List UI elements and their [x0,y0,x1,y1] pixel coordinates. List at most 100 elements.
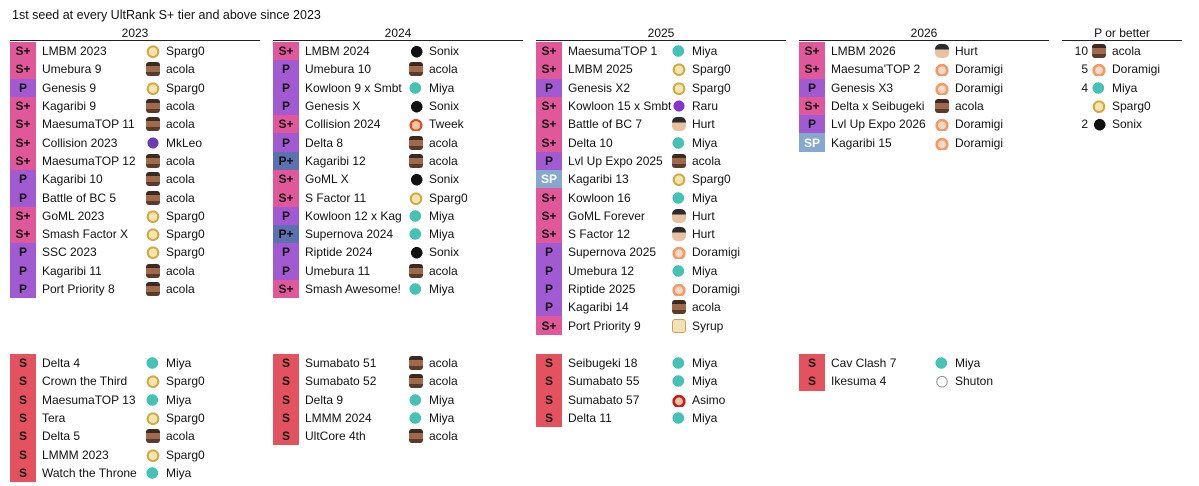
event-row: P Kagaribi 10 acola [10,170,260,189]
acola-icon [146,263,160,278]
tier-badge: S+ [536,188,562,207]
miya-icon [1092,80,1106,95]
event-name: LMBM 2026 [831,44,896,59]
asimo-icon [672,392,686,407]
player-cell: Sonix [409,172,459,187]
event-name: Kowloon 9 x Smbt [305,80,402,95]
spargo-icon [146,208,160,223]
player-cell: Miya [409,208,454,223]
year-column-2023: 2023 S+ LMBM 2023 Sparg0 S+ Umebura 9 acola P G… [10,27,260,483]
s-tier-list: S Seibugeki 18 Miya S Sumabato 55 Miya S Sumaba… [536,354,786,428]
player-cell: Miya [409,80,454,95]
player-name: Sparg0 [166,245,205,260]
summary-row: 5 Doramigi [1062,60,1182,78]
event-row: S+ Collision 2023 MkLeo [10,133,260,152]
top-tier-list: S+ LMBM 2024 Sonix P Umebura 10 acola P Kowloon… [273,42,523,299]
player-cell: Miya [672,263,718,278]
event-row: S+ Kagaribi 9 acola [10,96,260,116]
acola-icon [146,99,160,114]
player-cell: acola [409,429,458,444]
event-row: S Delta 11 Miya [536,408,786,428]
miya-icon [146,356,160,371]
player-cell: Doramigi [935,62,1003,77]
player-name: Sparg0 [166,44,205,59]
doramigi-icon [935,62,949,77]
player-name: Miya [429,411,455,426]
year-header: 2023 [10,27,260,41]
tier-badge: S+ [799,60,825,79]
summary-count: 4 [1081,80,1088,95]
event-name: Battle of BC 5 [42,190,117,205]
event-name: Port Priority 9 [568,318,641,333]
player-cell: Doramigi [935,117,1003,132]
player-name: acola [429,429,458,444]
player-cell: Miya [409,411,455,426]
player-cell: Sparg0 [672,172,731,187]
player-cell: Miya [672,44,717,59]
tier-badge: P [273,243,299,262]
player-name: Sonix [429,44,460,59]
event-name: Genesis X2 [568,80,631,95]
event-name: GoML X [305,172,349,187]
tier-badge: S+ [273,42,299,61]
tier-badge: S [273,354,299,373]
event-name: Crown the Third [42,374,128,389]
event-name: Lvl Up Expo 2026 [831,117,926,132]
hurt-icon [672,227,686,242]
player-cell: Miya [409,227,454,242]
event-row: P+ Kagaribi 12 acola [273,151,523,171]
year-column-2024: 2024 S+ LMBM 2024 Sonix P Umebura 10 acola P Ko… [273,27,523,446]
miya-icon [409,80,423,95]
player-cell: acola [409,62,458,77]
event-row: S LMMM 2023 Sparg0 [10,445,260,464]
miya-icon [409,392,423,407]
doramigi-icon [672,282,686,296]
player-name: acola [692,153,721,168]
player-name: Miya [429,392,455,407]
acola-icon [146,117,160,132]
event-name: LMBM 2024 [305,44,370,59]
event-row: S Ikesuma 4 Shuton [799,372,1049,391]
player-name: Doramigi [692,245,741,260]
acola-icon [146,153,160,168]
event-row: P Umebura 11 acola [273,261,523,280]
tier-badge: S [10,463,36,483]
tier-badge: P [536,279,562,299]
acola-icon [146,429,160,444]
player-cell: acola [146,99,195,114]
summary-row: 2 Sonix [1062,115,1182,133]
event-row: S Crown the Third Sparg0 [10,372,260,391]
tier-badge: S+ [273,188,299,207]
spargo-icon [146,80,160,95]
top-tier-list: S+ LMBM 2026 Hurt S+ Maesuma'TOP 2 Doramigi P G… [799,42,1049,152]
top-tier-list: S+ LMBM 2023 Sparg0 S+ Umebura 9 acola P Genesi… [10,42,260,299]
player-name: acola [429,135,458,150]
tier-badge: P [536,261,562,280]
event-name: Kagaribi 11 [42,263,102,278]
doramigi-icon [1092,62,1106,77]
acola-icon [409,356,423,371]
acola-icon [672,300,686,315]
event-row: P Umebura 12 Miya [536,261,786,280]
player-cell: acola [146,190,195,205]
event-name: Kagaribi 10 [42,172,103,187]
tier-badge: S+ [536,115,562,134]
tier-badge: S+ [799,96,825,116]
event-name: SSC 2023 [42,245,97,260]
tier-badge: P [10,78,36,97]
event-name: Port Priority 8 [42,282,115,296]
player-name: Miya [692,263,718,278]
player-name: Sparg0 [692,172,731,187]
event-name: Smash Awesome! [305,282,401,296]
event-row: S Sumabato 51 acola [273,354,523,373]
event-name: Kagaribi 9 [42,99,97,114]
player-cell: Sonix [409,99,459,114]
player-cell: Miya [146,356,191,371]
tier-badge: P [10,279,36,299]
event-name: Genesis 9 [42,80,97,95]
tier-badge: S [799,372,825,391]
event-row: S+ S Factor 12 Hurt [536,224,786,244]
miya-icon [409,208,423,223]
player-cell: Sparg0 [146,374,205,389]
sonix-icon [409,44,423,59]
